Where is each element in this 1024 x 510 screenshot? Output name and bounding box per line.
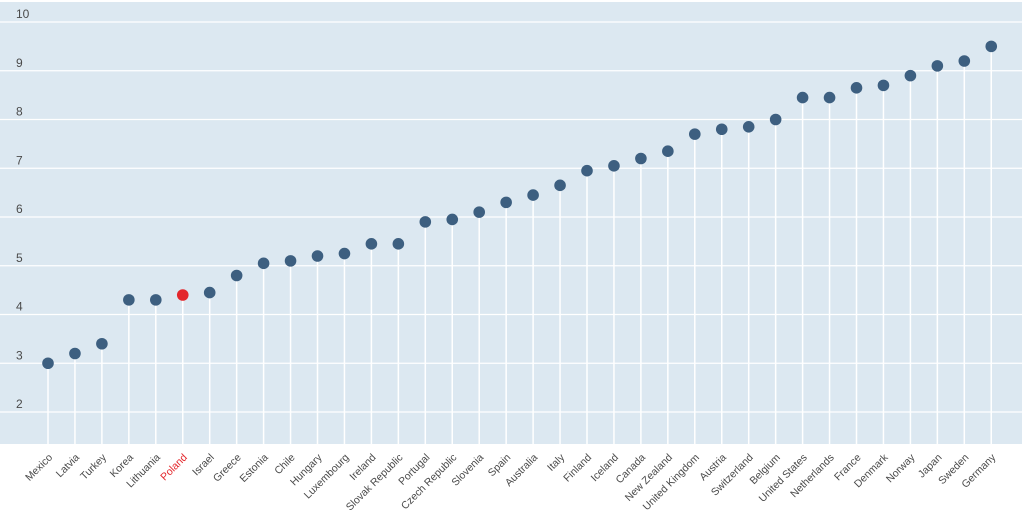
point-portugal bbox=[419, 216, 432, 228]
x-tick-label-latvia: Latvia bbox=[54, 452, 82, 480]
point-poland bbox=[176, 289, 189, 301]
point-new-zealand bbox=[662, 145, 674, 157]
point-finland bbox=[581, 164, 593, 177]
point-belgium bbox=[769, 113, 782, 126]
point-sweden bbox=[958, 55, 971, 67]
point-turkey bbox=[96, 337, 108, 350]
point-chile bbox=[284, 255, 297, 267]
y-tick-label-7: 7 bbox=[16, 153, 23, 167]
point-hungary bbox=[311, 250, 324, 262]
point-italy bbox=[554, 179, 566, 192]
point-mexico bbox=[42, 357, 54, 370]
point-united-states bbox=[796, 91, 809, 104]
point-spain bbox=[500, 196, 512, 209]
y-tick-label-10: 10 bbox=[16, 7, 30, 21]
x-tick-label-turkey: Turkey bbox=[78, 451, 109, 482]
x-tick-label-poland: Poland bbox=[158, 452, 190, 484]
point-united-kingdom bbox=[689, 128, 701, 140]
stems bbox=[47, 46, 992, 444]
y-tick-label-6: 6 bbox=[16, 202, 23, 216]
point-canada bbox=[635, 152, 647, 165]
point-lithuania bbox=[150, 294, 162, 306]
point-slovenia bbox=[473, 206, 486, 218]
point-slovak-republic bbox=[392, 238, 405, 250]
point-korea bbox=[123, 294, 135, 306]
y-axis-tick-labels: 2 3 4 5 6 7 8 9 10 bbox=[16, 7, 30, 411]
point-japan bbox=[931, 60, 944, 72]
x-tick-label-mexico: Mexico bbox=[23, 452, 55, 484]
x-tick-label-norway: Norway bbox=[884, 451, 918, 485]
point-australia bbox=[527, 189, 539, 201]
point-czech-republic bbox=[446, 213, 459, 226]
point-switzerland bbox=[742, 121, 755, 133]
point-netherlands bbox=[823, 91, 836, 104]
point-greece bbox=[230, 269, 243, 282]
point-germany bbox=[985, 40, 998, 53]
point-estonia bbox=[257, 257, 270, 270]
data-points bbox=[42, 40, 998, 370]
point-israel bbox=[203, 286, 216, 299]
point-luxembourg bbox=[338, 247, 351, 260]
point-ireland bbox=[365, 238, 378, 250]
point-norway bbox=[904, 69, 917, 82]
x-tick-label-finland: Finland bbox=[561, 452, 594, 485]
point-france bbox=[850, 82, 863, 94]
y-tick-label-3: 3 bbox=[16, 348, 23, 362]
point-austria bbox=[715, 123, 728, 136]
x-tick-label-estonia: Estonia bbox=[237, 452, 270, 485]
point-denmark bbox=[877, 79, 890, 92]
y-tick-label-2: 2 bbox=[16, 397, 23, 411]
y-tick-label-5: 5 bbox=[16, 251, 23, 265]
x-tick-label-italy: Italy bbox=[545, 451, 568, 474]
point-latvia bbox=[69, 347, 81, 360]
gridlines bbox=[0, 21, 1022, 413]
y-tick-label-8: 8 bbox=[16, 105, 23, 119]
x-tick-label-greece: Greece bbox=[211, 452, 244, 485]
plot-background bbox=[0, 2, 1022, 444]
y-tick-label-9: 9 bbox=[16, 56, 23, 70]
y-tick-label-4: 4 bbox=[16, 300, 23, 314]
point-iceland bbox=[608, 160, 620, 172]
